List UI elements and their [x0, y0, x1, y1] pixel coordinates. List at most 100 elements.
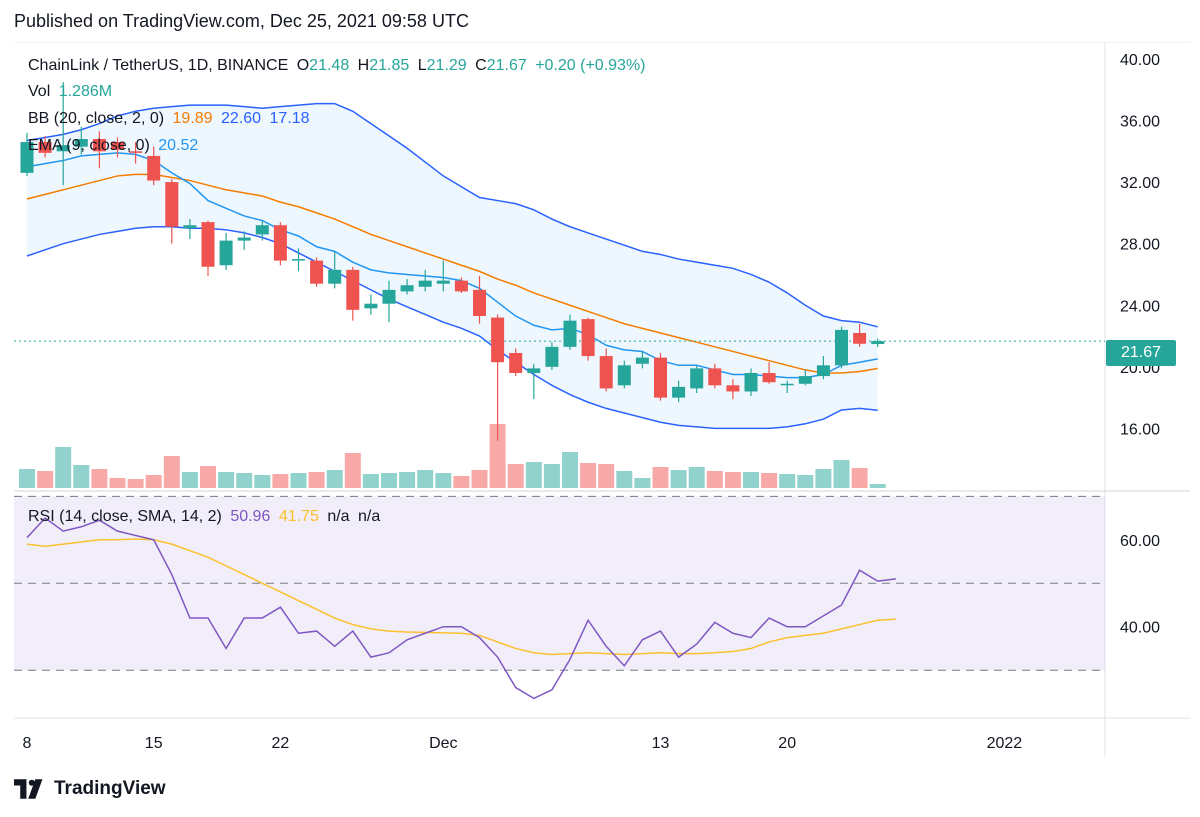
candle-body — [400, 285, 414, 292]
volume-bar — [399, 472, 416, 488]
legend-ema-label: EMA (9, close, 0) — [28, 137, 150, 154]
candle-body — [762, 372, 776, 383]
legend-h-value: 21.85 — [369, 57, 410, 74]
candle-body — [255, 225, 269, 235]
legend-ema-value: 20.52 — [158, 137, 199, 154]
volume-bar — [761, 473, 778, 488]
volume-bar — [706, 471, 723, 488]
bb-band-fill — [27, 103, 878, 429]
legend-l-label: L — [417, 57, 427, 74]
price-axis-label: 16.00 — [1120, 421, 1160, 438]
volume-bar — [779, 474, 796, 488]
volume-bar — [181, 472, 198, 488]
volume-bar — [381, 473, 397, 488]
price-axis-label: 32.00 — [1120, 175, 1160, 192]
time-axis-label: 8 — [23, 735, 32, 752]
volume-bar — [453, 476, 470, 488]
candle-body — [129, 151, 143, 153]
time-axis-label: 2022 — [987, 735, 1023, 752]
volume-bar — [724, 472, 741, 488]
legend-rsi-na-2: n/a — [358, 508, 381, 525]
volume-bar — [797, 475, 814, 488]
volume-bar — [200, 466, 216, 488]
candle-body — [165, 182, 179, 227]
candle-body — [92, 138, 106, 152]
legend-rsi-ma-value: 41.75 — [278, 508, 319, 525]
price-axis-label: 28.00 — [1120, 237, 1160, 254]
candle-body — [726, 385, 740, 392]
last-price-tag: 21.67 — [1106, 340, 1176, 366]
footer: TradingView — [14, 778, 166, 800]
rsi-line — [26, 517, 896, 700]
candle-body — [436, 280, 450, 284]
volume-bar — [489, 424, 506, 488]
candle-body — [798, 376, 812, 384]
chart-svg[interactable]: 40.0036.0032.0028.0024.0020.0016.0060.00… — [14, 42, 1190, 757]
candle-body — [346, 269, 360, 310]
candle-body — [708, 368, 722, 386]
candle-body — [527, 368, 541, 373]
volume-bar — [254, 475, 271, 488]
volume-bar — [236, 473, 253, 488]
legend-vol-value: 1.286M — [58, 83, 113, 100]
volume-bar — [417, 470, 434, 488]
candle-body — [672, 386, 686, 398]
price-axis-label: 24.00 — [1120, 298, 1160, 315]
bb-basis-line — [26, 173, 878, 374]
candle-body — [273, 225, 287, 261]
candle-body — [56, 145, 70, 152]
legend-ohlc: ChainLink / TetherUS, 1D, BINANCE O21.48… — [28, 57, 650, 75]
volume-bar — [163, 456, 180, 488]
published-caption: Published on TradingView.com, Dec 25, 20… — [14, 11, 469, 31]
legend-h-label: H — [357, 57, 370, 74]
candle-body — [473, 289, 486, 317]
volume-bar — [851, 468, 868, 488]
candle-body — [382, 289, 396, 304]
candle-body — [780, 383, 794, 386]
candle-body — [454, 280, 468, 292]
candle-body — [835, 329, 848, 366]
tradingview-logo-icon — [14, 779, 43, 799]
volume-bar — [507, 464, 524, 488]
volume-bar — [670, 470, 687, 488]
legend-symbol: ChainLink / TetherUS, 1D, BINANCE — [28, 57, 289, 74]
candle-body — [38, 142, 52, 153]
volume-bar — [272, 474, 289, 488]
candle-body — [20, 142, 34, 173]
volume-bar — [869, 484, 886, 488]
volume-bar — [362, 474, 379, 488]
legend-volume: Vol 1.286M — [28, 83, 116, 101]
volume-bar — [145, 475, 162, 488]
candle-body — [509, 352, 523, 373]
candle-body — [545, 346, 559, 367]
legend-c-value: 21.67 — [486, 57, 527, 74]
volume-bar — [616, 471, 633, 488]
time-axis-label: 20 — [778, 735, 796, 752]
legend-bb-upper: 22.60 — [221, 110, 262, 127]
time-axis-label: 13 — [652, 735, 670, 752]
legend-o-value: 21.48 — [309, 57, 350, 74]
legend-rsi: RSI (14, close, SMA, 14, 2) 50.96 41.75 … — [28, 508, 384, 526]
candle-body — [491, 317, 505, 363]
candle-body — [364, 303, 378, 309]
candle-body — [74, 138, 88, 147]
candle-body — [147, 155, 161, 181]
volume-bar — [634, 478, 651, 488]
legend-bb-basis: 19.89 — [172, 110, 213, 127]
candle-body — [690, 368, 704, 389]
volume-bar — [435, 473, 452, 488]
ema-line — [26, 152, 878, 379]
volume-bar — [290, 473, 307, 488]
legend-l-value: 21.29 — [426, 57, 467, 74]
volume-bar — [598, 464, 615, 488]
volume-bar — [833, 460, 850, 488]
candle-body — [328, 269, 342, 284]
rsi-band-fill — [14, 496, 1105, 671]
candle-body — [581, 319, 595, 357]
candle-body — [292, 259, 305, 261]
volume-bar — [326, 470, 343, 488]
candle-body — [654, 357, 667, 398]
legend-bb: BB (20, close, 2, 0) 19.89 22.60 17.18 — [28, 110, 314, 128]
volume-bar — [525, 462, 542, 488]
time-axis-label: Dec — [429, 735, 457, 752]
